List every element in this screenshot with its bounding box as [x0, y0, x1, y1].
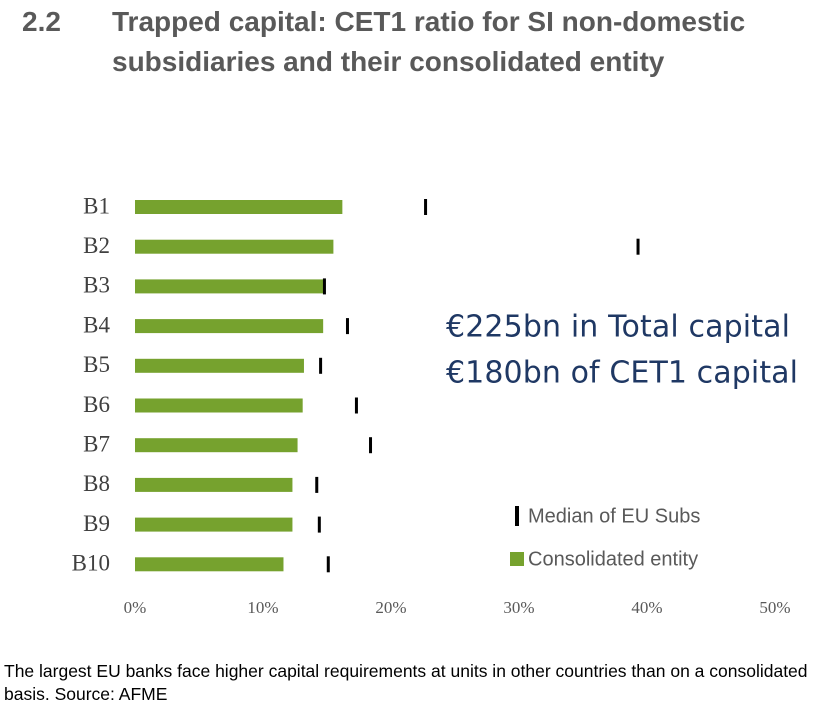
- chart-title: Trapped capital: CET1 ratio for SI non-d…: [112, 6, 746, 77]
- x-tick-label: 0%: [124, 598, 147, 617]
- median-marker: [317, 516, 321, 533]
- bar: [135, 239, 334, 254]
- x-tick-label: 30%: [503, 598, 534, 617]
- median-marker: [345, 318, 349, 335]
- y-tick-label: B8: [83, 471, 110, 496]
- x-tick-label: 10%: [247, 598, 278, 617]
- y-tick-label: B9: [83, 511, 110, 536]
- annotation: €225bn in Total capital: [446, 310, 790, 345]
- chart: 0% 10% 20% 30% 40% 50% B1 B2 B3 B4 B5 B6 B7 B8 B9 B10 €2…: [72, 193, 798, 617]
- median-marker: [424, 199, 428, 215]
- caption: The largest EU banks face higher capital…: [4, 661, 808, 704]
- section-number: 2.2: [22, 6, 61, 37]
- median-marker: [326, 556, 330, 573]
- y-tick-label: B7: [83, 431, 110, 456]
- bar: [135, 279, 325, 294]
- x-tick-label: 40%: [631, 598, 662, 617]
- bar: [135, 557, 284, 572]
- y-tick-label: B3: [83, 273, 110, 298]
- bar: [135, 200, 343, 214]
- median-marker: [369, 437, 373, 454]
- bar: [135, 358, 304, 373]
- median-marker: [322, 278, 326, 295]
- median-marker: [319, 357, 323, 374]
- legend-marker: [515, 506, 519, 526]
- median-marker: [636, 238, 640, 255]
- y-tick-label: B6: [83, 392, 110, 417]
- legend-marker: [510, 552, 524, 566]
- annotation: €180bn of CET1 capital: [446, 356, 798, 391]
- median-marker: [354, 397, 358, 414]
- y-tick-label: B2: [83, 233, 110, 258]
- bar: [135, 477, 293, 492]
- x-tick-label: 20%: [375, 598, 406, 617]
- x-tick-label: 50%: [759, 598, 790, 617]
- bar: [135, 319, 324, 334]
- bar: [135, 398, 303, 413]
- legend-label: Consolidated entity: [528, 548, 698, 570]
- y-tick-label: B5: [83, 352, 110, 377]
- y-tick-label: B1: [83, 193, 110, 218]
- median-marker: [315, 476, 319, 493]
- legend-label: Median of EU Subs: [528, 505, 700, 527]
- bar: [135, 517, 293, 532]
- bar: [135, 438, 298, 453]
- y-tick-label: B4: [83, 312, 110, 337]
- y-tick-label: B10: [72, 551, 110, 576]
